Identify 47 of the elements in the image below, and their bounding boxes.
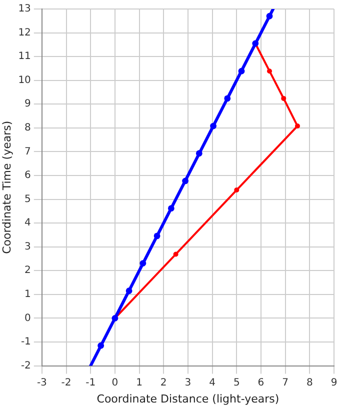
y-axis-title: Coordinate Time (years) <box>0 120 14 254</box>
point <box>238 68 245 74</box>
x-tick-label: 0 <box>112 377 118 388</box>
y-tick-label: 4 <box>24 218 31 229</box>
y-tick-label: 6 <box>24 170 31 182</box>
point <box>281 96 286 101</box>
y-tick-label: -2 <box>20 360 31 372</box>
y-tick-label: -1 <box>20 336 31 348</box>
y-tick-label: 10 <box>18 74 31 86</box>
x-tick-label: 8 <box>306 377 313 388</box>
x-tick-label: 3 <box>184 377 192 388</box>
point <box>154 232 160 240</box>
x-axis-title: Coordinate Distance (light-years) <box>96 392 280 406</box>
x-tick-label: 2 <box>160 377 167 388</box>
x-tick-label: -2 <box>61 377 72 388</box>
y-tick-label: 9 <box>24 98 31 110</box>
x-tick-label: 4 <box>209 377 216 388</box>
point <box>224 95 231 102</box>
x-tick-label: 7 <box>282 377 289 388</box>
y-tick-label: 7 <box>24 146 31 158</box>
y-tick-label: 2 <box>24 265 31 276</box>
y-tick-label: 13 <box>18 4 31 15</box>
point <box>267 68 272 74</box>
point <box>168 205 174 212</box>
point <box>196 150 202 157</box>
y-tick-label: 12 <box>18 27 31 38</box>
point <box>182 178 188 184</box>
point <box>98 342 104 349</box>
y-tick-label: 1 <box>24 289 31 300</box>
x-tick-label: 6 <box>258 377 264 388</box>
x-tick-label: 1 <box>136 377 142 388</box>
point <box>140 260 146 266</box>
x-tick-label: -1 <box>86 377 96 388</box>
point <box>210 122 216 130</box>
point <box>234 188 240 193</box>
point <box>294 124 300 129</box>
point <box>126 288 132 294</box>
point <box>173 252 178 257</box>
y-tick-label: 0 <box>24 312 31 324</box>
x-tick-label: 5 <box>233 377 240 388</box>
point <box>266 12 273 20</box>
y-tick-label: 3 <box>24 241 31 252</box>
y-tick-label: 8 <box>24 122 31 134</box>
y-tick-label: 5 <box>24 194 31 205</box>
y-tick-label: 11 <box>18 51 31 62</box>
x-tick-label: 9 <box>330 377 338 388</box>
x-tick-label: -3 <box>36 377 47 388</box>
